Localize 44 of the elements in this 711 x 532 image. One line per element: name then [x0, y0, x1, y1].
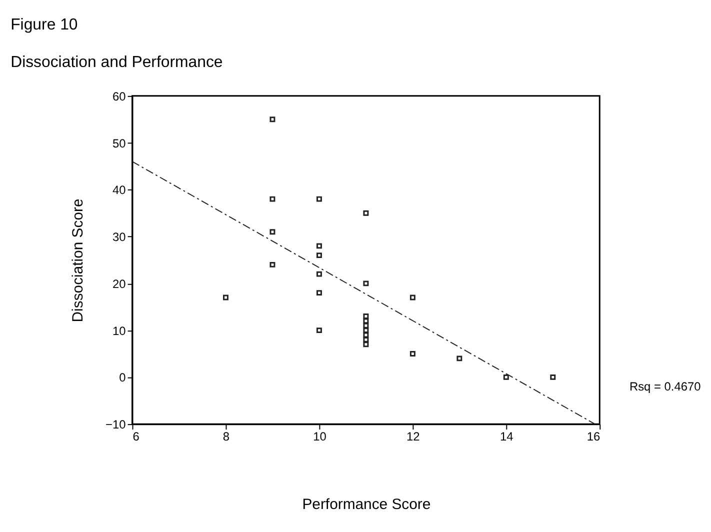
point — [363, 336, 369, 342]
point — [270, 196, 276, 202]
point — [316, 271, 322, 277]
point — [316, 196, 322, 202]
x-tick-label: 16 — [586, 429, 600, 444]
y-axis-title: Dissociation Score — [70, 198, 87, 322]
y-tick-label: 20 — [112, 276, 126, 291]
point — [316, 252, 322, 258]
point — [503, 374, 509, 380]
point — [456, 356, 462, 362]
point — [363, 342, 369, 348]
point — [316, 243, 322, 249]
point — [363, 332, 369, 338]
y-tick-label: 10 — [112, 324, 126, 338]
point — [410, 294, 416, 300]
x-axis-title: Performance Score — [302, 497, 431, 514]
text: Rsq = 0.4670 — [629, 379, 702, 394]
point — [316, 290, 322, 296]
point — [363, 318, 369, 324]
point — [410, 351, 416, 356]
point — [270, 229, 276, 235]
x-tick-label: 10 — [313, 429, 327, 444]
point — [550, 374, 556, 380]
point — [270, 116, 276, 122]
x-tick-label: 6 — [132, 429, 140, 444]
point — [363, 280, 369, 286]
chart-title: Figure 10 — [10, 16, 78, 34]
point — [363, 322, 369, 328]
y-tick-label: 50 — [112, 136, 126, 150]
point — [363, 314, 369, 319]
point — [222, 294, 228, 300]
point — [316, 328, 322, 334]
y-tick-label: 30 — [112, 230, 126, 244]
x-tick-label: 12 — [406, 429, 420, 444]
y-tick-label: 40 — [112, 183, 126, 198]
point — [363, 210, 369, 216]
x-tick-label: 8 — [222, 429, 230, 444]
x-tick-label: 14 — [500, 429, 514, 444]
chart-subtitle: Dissociation and Performance — [10, 54, 223, 72]
point — [363, 328, 369, 334]
y-tick-label: 60 — [112, 89, 126, 104]
y-tick-label: 0 — [119, 370, 126, 385]
point — [270, 262, 276, 268]
y-tick-label: −10 — [106, 418, 126, 432]
